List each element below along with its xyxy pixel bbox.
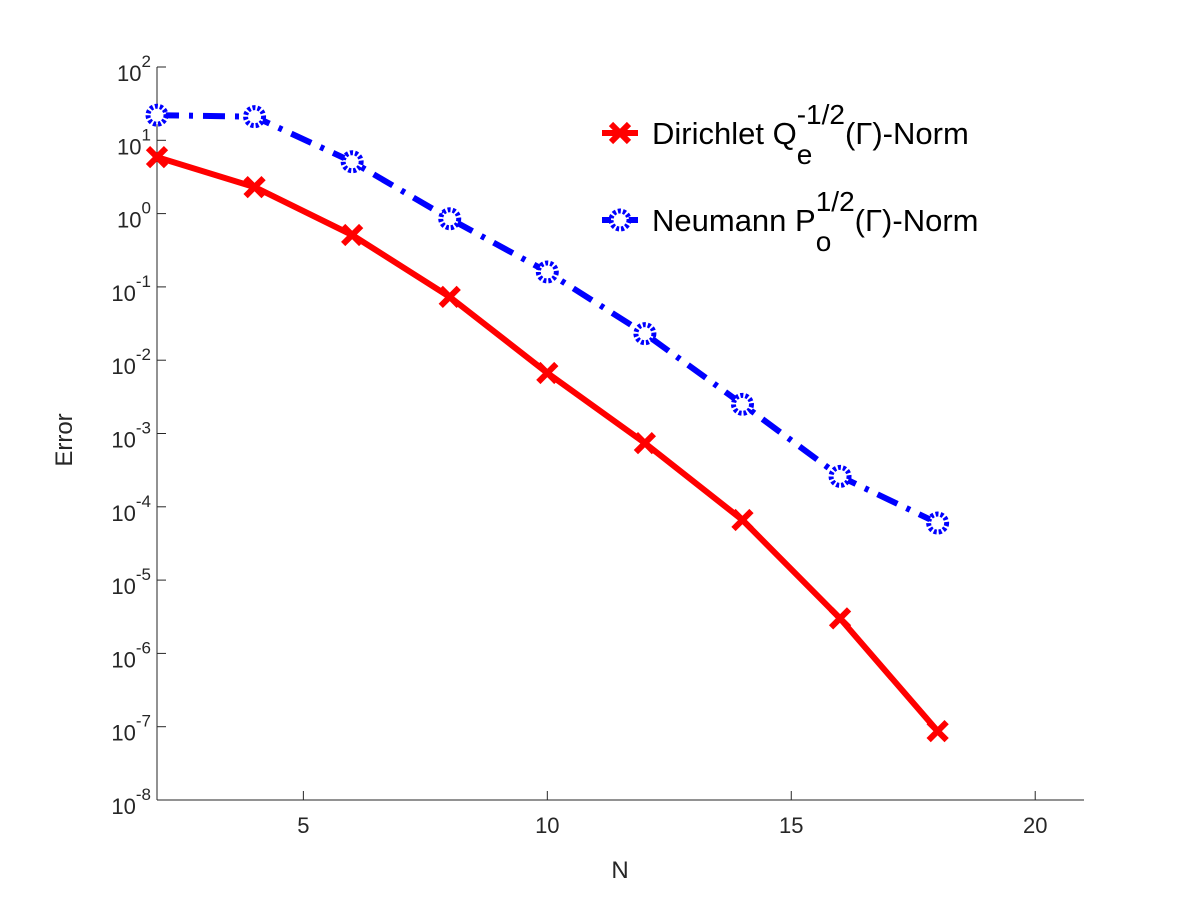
data-marker [341,223,364,247]
y-tick-exponent: 1 [142,125,151,144]
data-marker [340,150,364,174]
data-marker [633,431,657,455]
y-tick-exponent: 0 [142,199,151,218]
data-marker [828,464,852,488]
x-axis-label: N [611,857,628,884]
y-tick-base: 10 [111,281,135,306]
y-tick-label: 10-3 [111,419,151,453]
y-axis-label: Error [51,413,78,466]
data-marker [243,105,267,129]
y-tick-exponent: -8 [136,785,151,804]
data-marker [731,508,754,532]
y-tick-label: 10-6 [111,638,151,672]
data-marker [608,121,632,145]
y-tick-label: 10-2 [111,345,151,379]
legend-sub: e [797,139,813,170]
y-tick-base: 10 [117,134,141,159]
y-tick-exponent: -2 [136,345,151,364]
y-tick-base: 10 [117,61,141,86]
data-marker [730,392,754,416]
legend-sup: 1/2 [816,186,855,217]
data-marker [633,322,657,346]
y-tick-label: 100 [117,199,151,233]
legend-tail: (Γ)-Norm [855,203,979,238]
y-tick-base: 10 [111,428,135,453]
data-marker [828,607,852,630]
y-tick-label: 10-5 [111,565,151,599]
y-tick-base: 10 [111,794,135,819]
x-tick-label: 10 [535,813,559,838]
data-marker [243,175,266,199]
y-tick-exponent: -1 [136,272,151,291]
legend-name: Dirichlet Q [652,116,797,151]
y-tick-label: 10-4 [111,492,151,526]
y-tick-base: 10 [111,354,135,379]
y-tick-exponent: 2 [142,52,151,71]
y-tick-base: 10 [117,208,141,233]
y-tick-label: 10-1 [111,272,151,306]
y-tick-label: 101 [117,125,151,159]
y-tick-exponent: -3 [136,419,151,438]
y-tick-exponent: -7 [136,712,151,731]
legend-label: Dirichlet Qe -1/2(Γ)-Norm [652,99,969,170]
data-marker [926,511,950,535]
y-tick-label: 10-7 [111,712,151,746]
data-marker [438,207,462,231]
data-marker [536,361,559,385]
y-tick-label: 102 [117,52,151,86]
y-tick-exponent: -5 [136,565,151,584]
x-tick-label: 15 [779,813,803,838]
y-tick-base: 10 [111,501,135,526]
x-tick-label: 5 [297,813,309,838]
y-tick-base: 10 [111,574,135,599]
data-marker [926,720,949,743]
legend-sub: o [816,226,832,257]
legend-label: Neumann Po 1/2(Γ)-Norm [652,186,978,257]
data-marker [438,285,461,309]
legend-sup: -1/2 [797,99,845,130]
y-tick-exponent: -6 [136,638,151,657]
x-tick-label: 20 [1023,813,1047,838]
data-marker [145,145,169,169]
y-tick-label: 10-8 [111,785,151,819]
data-marker [145,103,169,127]
y-tick-base: 10 [111,721,135,746]
y-tick-exponent: -4 [136,492,151,511]
data-marker [535,260,559,284]
legend-tail: (Γ)-Norm [845,116,969,151]
legend-name: Neumann P [652,203,816,238]
data-marker [608,208,632,232]
y-tick-base: 10 [111,647,135,672]
